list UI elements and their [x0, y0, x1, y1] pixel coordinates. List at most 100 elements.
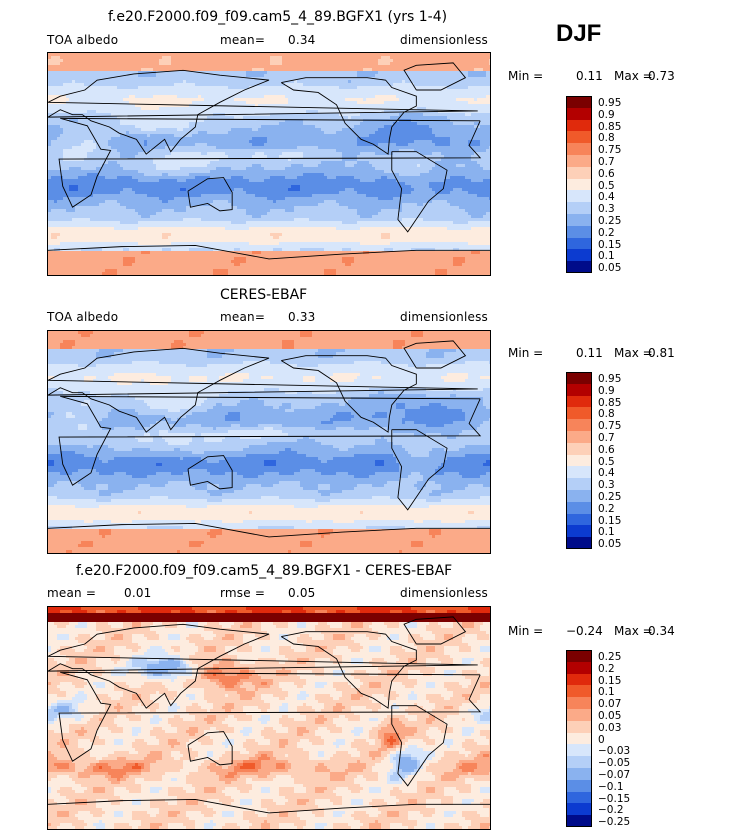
colorbar-tick-label: 0.07 [598, 699, 621, 710]
panel-3-max-value: 0.34 [648, 624, 675, 638]
panel-2-mean-value: 0.33 [288, 310, 316, 324]
colorbar-tick-label: −0.15 [598, 793, 630, 804]
coastline [391, 151, 448, 233]
colorbar-tick-label: −0.25 [598, 817, 630, 828]
colorbar-swatch [566, 143, 592, 156]
colorbar-swatch [566, 732, 592, 745]
coastline [391, 429, 448, 511]
colorbar-swatch [566, 225, 592, 239]
colorbar-tick-label: 0.4 [598, 468, 615, 479]
colorbar-tick-label: −0.2 [598, 805, 624, 816]
colorbar-tick-label: 0.8 [598, 409, 615, 420]
colorbar-swatch [566, 697, 592, 710]
colorbar-swatch [566, 214, 592, 227]
colorbar-swatch [566, 407, 592, 420]
panel-3-mean-label: mean = [47, 586, 96, 600]
colorbar-tick-label: 0.85 [598, 397, 621, 408]
colorbar-tick-label: 0.6 [598, 169, 615, 180]
colorbar-swatch [566, 431, 592, 444]
colorbar-tick-label: 0.03 [598, 723, 621, 734]
colorbar-tick-label: 0.2 [598, 228, 615, 239]
panel-1-units: dimensionless [400, 33, 488, 47]
colorbar-tick-label: 0.5 [598, 180, 615, 191]
colorbar-tick-label: 0.3 [598, 204, 615, 215]
colorbar-tick-label: −0.03 [598, 746, 630, 757]
panel-1-min-label: Min = [508, 69, 543, 83]
panel-2-max-value: 0.81 [648, 346, 675, 360]
colorbar-swatch [566, 249, 592, 262]
panel-3-max-label: Max = [614, 624, 653, 638]
coastline [403, 616, 467, 645]
panel-3-min-label: Min = [508, 624, 543, 638]
colorbar-swatch [566, 178, 592, 191]
colorbar-swatch [566, 190, 592, 203]
colorbar-swatch [566, 661, 592, 675]
colorbar-swatch [566, 419, 592, 432]
colorbar-tick-label: 0.75 [598, 145, 621, 156]
panel-1-min-value: 0.11 [576, 69, 603, 83]
panel-2-mean-label: mean= [220, 310, 265, 324]
colorbar-tick-label: 0.5 [598, 456, 615, 467]
colorbar-tick-label: 0.05 [598, 263, 621, 274]
panel-3-mean-value: 0.01 [124, 586, 152, 600]
coastline [48, 623, 478, 709]
colorbar-swatch [566, 791, 592, 804]
panel-2-title: CERES-EBAF [220, 287, 307, 303]
coastline [48, 522, 490, 538]
coastline [48, 798, 490, 814]
panel-3-title: f.e20.F2000.f09_f09.cam5_4_89.BGFX1 - CE… [76, 563, 452, 579]
panel-1-map [47, 52, 491, 276]
colorbar-tick-label: 0.7 [598, 157, 615, 168]
coastline [281, 77, 417, 155]
coastline [58, 117, 482, 208]
panel-3-rmse-label: rmse = [220, 586, 265, 600]
colorbar-tick-label: 0.95 [598, 98, 621, 109]
colorbar-tick-label: 0.3 [598, 480, 615, 491]
panel-1-mean-value: 0.34 [288, 33, 316, 47]
colorbar-swatch [566, 756, 592, 769]
colorbar-tick-label: 0.25 [598, 652, 621, 663]
colorbar-tick-label: 0.85 [598, 121, 621, 132]
colorbar-swatch [566, 466, 592, 479]
colorbar-tick-label: 0.7 [598, 433, 615, 444]
colorbar-swatch [566, 709, 592, 722]
colorbar-swatch [566, 779, 592, 793]
coastline [403, 340, 467, 369]
colorbar-swatch [566, 525, 592, 538]
colorbar-swatch [566, 383, 592, 397]
colorbar-tick-label: 0 [598, 734, 605, 745]
panel-1-title: f.e20.F2000.f09_f09.cam5_4_89.BGFX1 (yrs… [108, 9, 447, 25]
panel-2-min-label: Min = [508, 346, 543, 360]
colorbar-tick-label: 0.25 [598, 216, 621, 227]
colorbar-swatch [566, 537, 592, 550]
coastline [187, 177, 233, 212]
colorbar-swatch [566, 107, 592, 121]
panel-1-map-svg [48, 53, 490, 275]
panel-2-variable-label: TOA albedo [47, 310, 118, 324]
colorbar-tick-label: 0.1 [598, 527, 615, 538]
colorbar-swatch [566, 478, 592, 491]
panel-3-map [47, 606, 491, 830]
coastline [48, 347, 478, 433]
coastline [187, 455, 233, 490]
coastline [403, 62, 467, 91]
colorbar-tick-label: 0.75 [598, 421, 621, 432]
coastline [58, 395, 482, 486]
colorbar-tick-label: 0.2 [598, 664, 615, 675]
coastline [281, 631, 417, 709]
panel-1-mean-label: mean= [220, 33, 265, 47]
colorbar-swatch [566, 395, 592, 408]
colorbar-tick-label: 0.25 [598, 492, 621, 503]
colorbar-swatch [566, 237, 592, 250]
colorbar-tick-label: 0.05 [598, 711, 621, 722]
colorbar-swatch [566, 454, 592, 467]
panel-3-rmse-value: 0.05 [288, 586, 316, 600]
colorbar-swatch [566, 650, 592, 663]
colorbar-tick-label: 0.1 [598, 251, 615, 262]
colorbar-swatch [566, 202, 592, 215]
panel-1-max-label: Max = [614, 69, 653, 83]
colorbar-swatch [566, 501, 592, 515]
colorbar-swatch [566, 119, 592, 132]
coastline [187, 731, 233, 766]
colorbar-tick-label: 0.2 [598, 504, 615, 515]
